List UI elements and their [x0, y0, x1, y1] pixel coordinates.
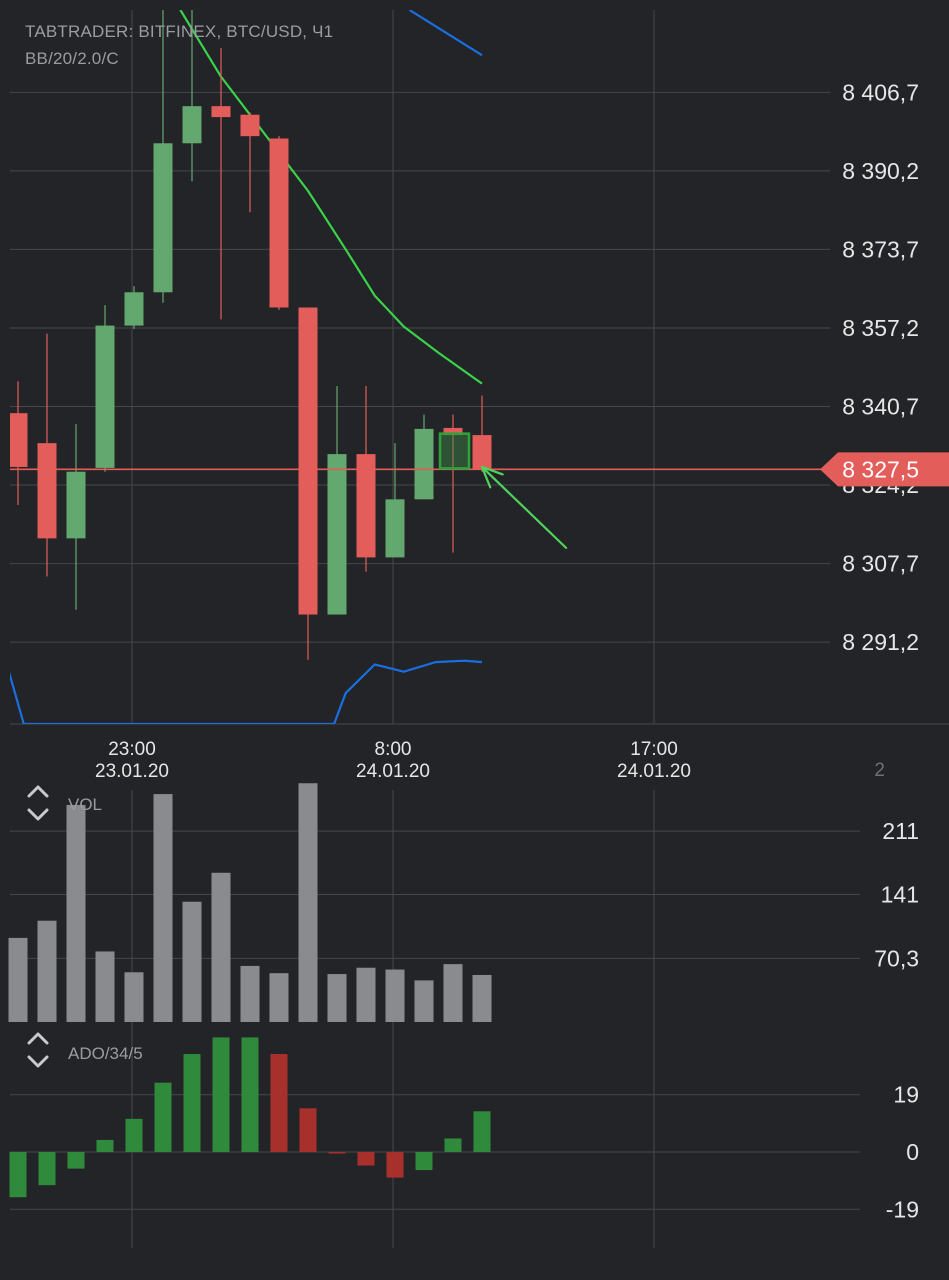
volume-bar — [385, 969, 405, 1022]
ado-histogram-bar — [328, 1152, 346, 1154]
candle-body-down — [211, 106, 231, 118]
current-price-badge — [820, 452, 949, 487]
ado-histogram-bar — [96, 1139, 114, 1152]
volume-bar — [182, 901, 202, 1022]
ado-histogram-bar — [38, 1152, 56, 1186]
price-axis-tick-label: 8 357,2 — [842, 315, 919, 341]
candle-body-down — [443, 427, 463, 436]
ado-histogram-bar — [67, 1152, 85, 1169]
vol-axis-partial-label: 2 — [874, 760, 885, 781]
volume-bar — [443, 964, 463, 1022]
candle-body-up — [66, 471, 86, 539]
annotation-highlight-box — [438, 432, 471, 470]
bb-lower-band-line — [10, 659, 483, 724]
ado-panel-title: ADO/34/5 — [68, 1044, 143, 1063]
annotation-arrowhead — [480, 465, 504, 489]
current-price-label: 8 327,5 — [842, 456, 919, 482]
ado-histogram-bar — [270, 1054, 288, 1152]
candle-body-down — [269, 138, 289, 308]
volume-bar — [37, 920, 57, 1022]
ado-histogram-bar — [212, 1037, 230, 1152]
ado-axis-tick-label: -19 — [886, 1196, 919, 1222]
ado-axis-tick-label: 19 — [893, 1082, 919, 1108]
candle-body-up — [95, 325, 115, 468]
volume-bar — [124, 972, 144, 1022]
time-axis-time-label: 23:00 — [108, 739, 156, 760]
price-axis-tick-label: 8 373,7 — [842, 236, 919, 262]
candle-body-down — [298, 307, 318, 615]
candle-body-down — [240, 114, 260, 137]
volume-bar — [356, 967, 376, 1022]
price-axis-tick-label: 8 390,2 — [842, 158, 919, 184]
time-axis-time-label: 17:00 — [630, 739, 678, 760]
ado-histogram-bar — [9, 1152, 27, 1198]
bb-upper-band-line — [179, 10, 483, 385]
volume-bar — [472, 974, 492, 1022]
ado-panel-resize-chevrons-icon[interactable] — [26, 1029, 50, 1069]
volume-bar — [211, 872, 231, 1022]
chart-header-symbol: TABTRADER: BITFINEX, BTC/USD, Ч1 — [25, 22, 334, 41]
candle-body-down — [472, 435, 492, 470]
vol-axis-tick-label: 211 — [882, 818, 919, 844]
ado-histogram-bar — [125, 1118, 143, 1152]
annotation-arrow-shaft — [480, 465, 568, 549]
ado-histogram-bar — [154, 1082, 172, 1152]
price-axis-tick-label: 8 340,7 — [842, 394, 919, 420]
volume-bar — [298, 783, 318, 1022]
grid-lines — [10, 10, 949, 1248]
ado-histogram-bar — [357, 1152, 375, 1166]
ado-axis-tick-label: 0 — [906, 1139, 919, 1165]
candle-body-up — [414, 428, 434, 500]
time-axis-date-label: 23.01.20 — [95, 761, 169, 782]
volume-bar — [66, 804, 86, 1022]
vol-axis-tick-label: 70,3 — [874, 945, 919, 971]
vol-axis-tick-label: 141 — [881, 881, 919, 907]
volume-bar — [95, 951, 115, 1022]
bb-upper-band-line-prev — [408, 10, 483, 57]
ado-histogram-bar — [473, 1111, 491, 1152]
ado-histogram-bar — [415, 1152, 433, 1171]
vol-panel-resize-chevrons-icon[interactable] — [26, 782, 50, 822]
price-axis-tick-label: 8 307,7 — [842, 551, 919, 577]
ado-histogram-bar — [386, 1152, 404, 1178]
ado-histogram-bar — [241, 1037, 259, 1152]
candle-body-up — [153, 143, 173, 293]
volume-bar — [153, 794, 173, 1022]
candle-body-down — [10, 413, 28, 467]
volume-bar — [269, 973, 289, 1022]
price-axis-tick-label: 8 291,2 — [842, 629, 919, 655]
candle-body-up — [385, 499, 405, 558]
chart-header-indicator: BB/20/2.0/C — [25, 49, 119, 68]
ado-histogram-bar — [183, 1054, 201, 1152]
vol-panel-title: VOL — [68, 795, 103, 814]
candle-body-up — [327, 454, 347, 615]
candle-body-down — [356, 454, 376, 558]
volume-bar — [8, 937, 28, 1022]
candle-body-up — [124, 292, 144, 326]
price-axis-tick-label: 8 406,7 — [842, 79, 919, 105]
time-axis-date-label: 24.01.20 — [617, 761, 691, 782]
volume-bar — [327, 974, 347, 1022]
ado-histogram-bar — [299, 1108, 317, 1152]
candle-body-up — [182, 106, 202, 144]
time-axis-date-label: 24.01.20 — [356, 761, 430, 782]
time-axis-time-label: 8:00 — [375, 739, 412, 760]
volume-bar — [414, 980, 434, 1022]
volume-bar — [240, 965, 260, 1022]
ado-histogram-bar — [444, 1138, 462, 1152]
price-pane — [10, 10, 492, 724]
candle-body-down — [37, 443, 57, 539]
